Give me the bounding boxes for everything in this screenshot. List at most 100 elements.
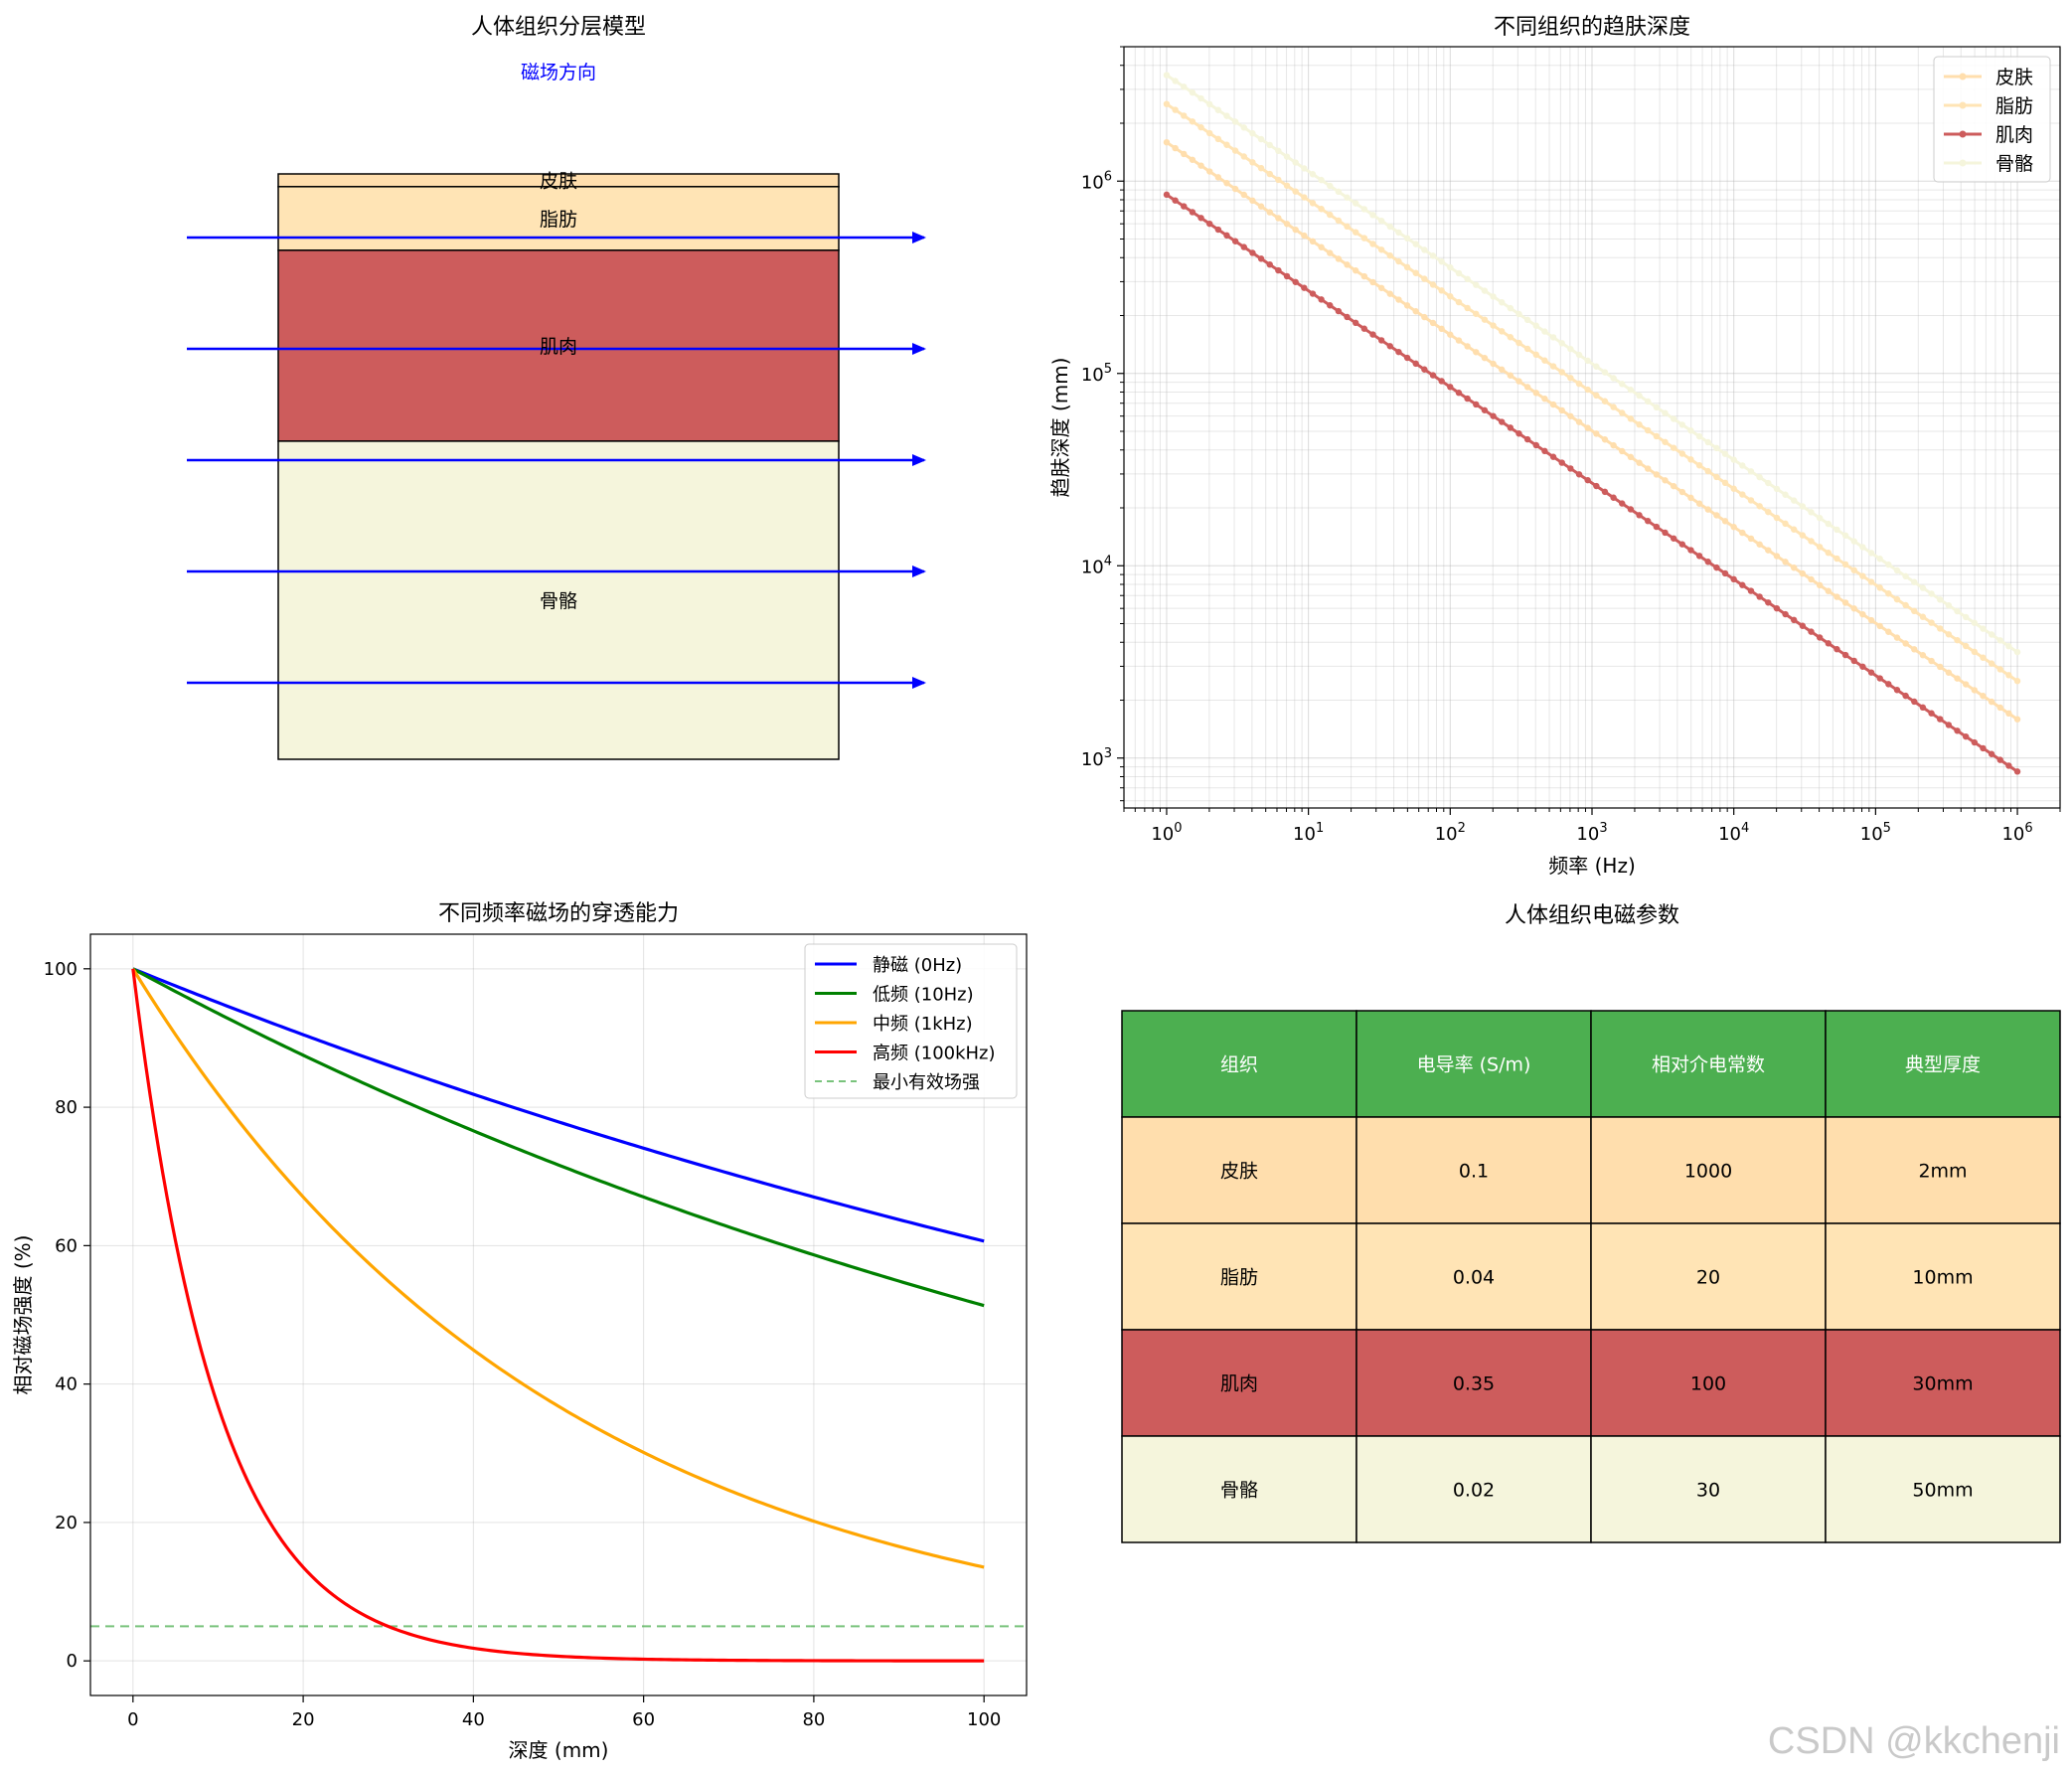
series-point-骨骼 bbox=[1850, 538, 1857, 545]
series-point-脂肪 bbox=[1636, 421, 1643, 428]
y-tick-label: 20 bbox=[55, 1513, 78, 1533]
field-arrowhead bbox=[912, 454, 926, 466]
series-point-肌肉 bbox=[1223, 232, 1230, 240]
series-line-静磁 (0Hz) bbox=[132, 967, 985, 1243]
table-header-label: 典型厚度 bbox=[1905, 1054, 1981, 1076]
series-point-骨骼 bbox=[1721, 450, 1729, 457]
series-point-骨骼 bbox=[1619, 381, 1626, 388]
series-point-皮肤 bbox=[1670, 482, 1677, 490]
skin-depth-chart: 不同组织的趋肤深度 100 101 102 103 104 105 106 103 104 105… bbox=[1048, 15, 2061, 878]
series-point-脂肪 bbox=[1645, 426, 1652, 434]
series-point-皮肤 bbox=[1412, 308, 1419, 315]
series-point-骨骼 bbox=[1756, 473, 1763, 481]
series-point-皮肤 bbox=[1859, 610, 1866, 618]
series-point-肌肉 bbox=[1876, 675, 1883, 682]
series-point-骨骼 bbox=[1499, 299, 1506, 306]
table-header-label: 组织 bbox=[1220, 1054, 1258, 1076]
series-point-皮肤 bbox=[1601, 436, 1609, 443]
series-point-脂肪 bbox=[1352, 229, 1359, 236]
series-point-肌肉 bbox=[1532, 441, 1539, 449]
series-point-皮肤 bbox=[1575, 418, 1583, 425]
series-point-肌肉 bbox=[1499, 418, 1506, 425]
series-point-脂肪 bbox=[1473, 310, 1480, 317]
series-point-皮肤 bbox=[1816, 581, 1824, 589]
series-point-骨骼 bbox=[1601, 369, 1609, 376]
series-point-皮肤 bbox=[1678, 488, 1685, 496]
series-point-皮肤 bbox=[1214, 174, 1222, 181]
table-cell bbox=[1121, 1435, 1357, 1543]
table-cell bbox=[1355, 1116, 1592, 1224]
series-point-肌肉 bbox=[1386, 343, 1393, 350]
table-cell-value: 20 bbox=[1696, 1267, 1720, 1289]
series-point-肌肉 bbox=[1181, 203, 1188, 210]
series-point-骨骼 bbox=[1739, 462, 1746, 469]
series-point-骨骼 bbox=[1980, 625, 1987, 632]
table-cell-value: 1000 bbox=[1684, 1161, 1732, 1183]
series-point-肌肉 bbox=[1447, 384, 1454, 391]
series-point-皮肤 bbox=[1782, 559, 1789, 565]
series-point-肌肉 bbox=[1214, 226, 1222, 234]
series-point-骨骼 bbox=[1163, 72, 1171, 79]
penetration-ticks: 0 20 40 60 80 100 0 20 40 60 80 100 bbox=[44, 959, 1002, 1730]
series-point-肌肉 bbox=[1645, 518, 1652, 525]
series-point-皮肤 bbox=[1954, 675, 1961, 682]
series-point-脂肪 bbox=[1971, 648, 1979, 656]
series-point-骨骼 bbox=[1911, 578, 1918, 585]
series-point-脂肪 bbox=[1223, 141, 1230, 148]
series-point-骨骼 bbox=[1395, 229, 1402, 237]
series-point-骨骼 bbox=[1266, 141, 1273, 149]
series-point-骨骼 bbox=[1360, 206, 1368, 213]
series-point-肌肉 bbox=[1421, 366, 1428, 373]
x-tick-label: 80 bbox=[802, 1709, 825, 1730]
series-point-皮肤 bbox=[1841, 599, 1849, 606]
series-point-脂肪 bbox=[1747, 497, 1755, 504]
series-point-脂肪 bbox=[1327, 211, 1334, 219]
series-point-皮肤 bbox=[1515, 378, 1522, 385]
series-point-骨骼 bbox=[1352, 200, 1359, 207]
series-point-皮肤 bbox=[1567, 412, 1574, 419]
legend-label: 静磁 (0Hz) bbox=[873, 955, 962, 976]
series-point-肌肉 bbox=[1369, 331, 1376, 338]
series-point-骨骼 bbox=[1670, 415, 1677, 422]
table-cell bbox=[1355, 1435, 1592, 1543]
series-point-肌肉 bbox=[2005, 762, 2012, 769]
series-point-肌肉 bbox=[1678, 541, 1685, 548]
series-point-脂肪 bbox=[1867, 578, 1875, 585]
series-point-脂肪 bbox=[1163, 100, 1171, 107]
series-point-脂肪 bbox=[1876, 584, 1883, 591]
series-point-骨骼 bbox=[1369, 212, 1376, 219]
series-point-皮肤 bbox=[1172, 144, 1179, 152]
series-point-皮肤 bbox=[1911, 646, 1918, 653]
series-point-肌肉 bbox=[1610, 494, 1617, 501]
layer-stack bbox=[277, 173, 840, 760]
series-point-皮肤 bbox=[1653, 471, 1661, 478]
legend-label: 中频 (1kHz) bbox=[873, 1014, 973, 1035]
series-point-肌肉 bbox=[1490, 412, 1497, 419]
series-point-脂肪 bbox=[1523, 345, 1531, 353]
penetration-chart: 不同频率磁场的穿透能力 0 20 40 60 80 100 0 20 40 60 80 100 深度 … bbox=[11, 901, 1028, 1762]
series-point-皮肤 bbox=[1549, 401, 1557, 408]
series-point-肌肉 bbox=[1163, 191, 1171, 199]
series-point-脂肪 bbox=[1549, 363, 1557, 370]
table-title: 人体组织电磁参数 bbox=[1505, 903, 1679, 928]
series-point-皮肤 bbox=[1249, 197, 1256, 205]
table-cell-value: 100 bbox=[1690, 1373, 1726, 1395]
series-point-骨骼 bbox=[1240, 124, 1247, 131]
table-cell-value: 0.04 bbox=[1453, 1267, 1495, 1289]
series-point-皮肤 bbox=[1730, 524, 1737, 531]
series-point-骨骼 bbox=[1713, 444, 1720, 452]
field-direction-label: 磁场方向 bbox=[521, 62, 596, 83]
series-point-脂肪 bbox=[1301, 194, 1308, 201]
series-point-脂肪 bbox=[1713, 473, 1720, 481]
table-cell-value: 50mm bbox=[1912, 1480, 1973, 1502]
series-point-皮肤 bbox=[1662, 477, 1669, 484]
series-point-脂肪 bbox=[1584, 386, 1591, 394]
series-point-骨骼 bbox=[1197, 94, 1204, 102]
series-point-骨骼 bbox=[1275, 147, 1282, 155]
series-point-皮肤 bbox=[1558, 406, 1565, 414]
layer-骨骼 bbox=[277, 440, 840, 760]
series-point-肌肉 bbox=[1971, 738, 1979, 746]
y-tick-label: 104 bbox=[1081, 554, 1112, 577]
